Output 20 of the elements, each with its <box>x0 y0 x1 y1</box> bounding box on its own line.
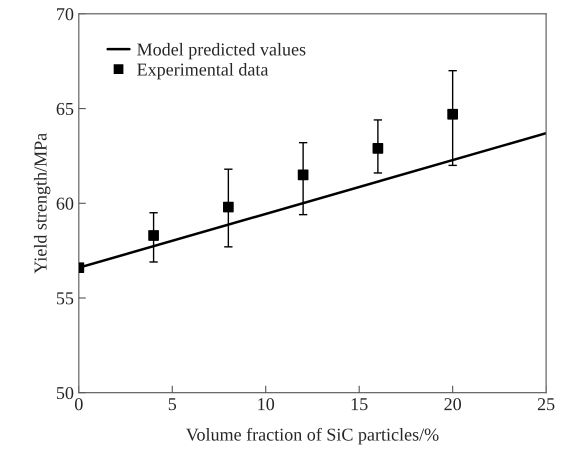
legend-label: Experimental data <box>137 62 268 80</box>
x-tick-label: 10 <box>258 398 274 410</box>
y-tick-label: 50 <box>56 386 74 400</box>
point <box>148 230 159 241</box>
y-tick-label: 65 <box>56 102 74 116</box>
point <box>447 108 458 120</box>
y-tick-label: 55 <box>56 292 74 304</box>
y-tick-label: 60 <box>56 198 74 210</box>
point <box>298 170 308 180</box>
x-tick-label: 5 <box>168 398 176 410</box>
x-tick-label: 25 <box>538 398 554 410</box>
legend-label: Model predicted values <box>137 42 306 60</box>
x-tick-label: 15 <box>352 398 368 410</box>
x-tick-label: 0 <box>74 398 83 410</box>
y-tick-label: 70 <box>57 8 74 20</box>
y-axis-title: Yield strength/MPa <box>34 133 50 274</box>
point <box>372 142 384 154</box>
x-tick-label: 20 <box>444 398 461 410</box>
x-axis-title: Volume fraction of SiC particles/% <box>186 428 439 444</box>
point <box>223 202 234 212</box>
